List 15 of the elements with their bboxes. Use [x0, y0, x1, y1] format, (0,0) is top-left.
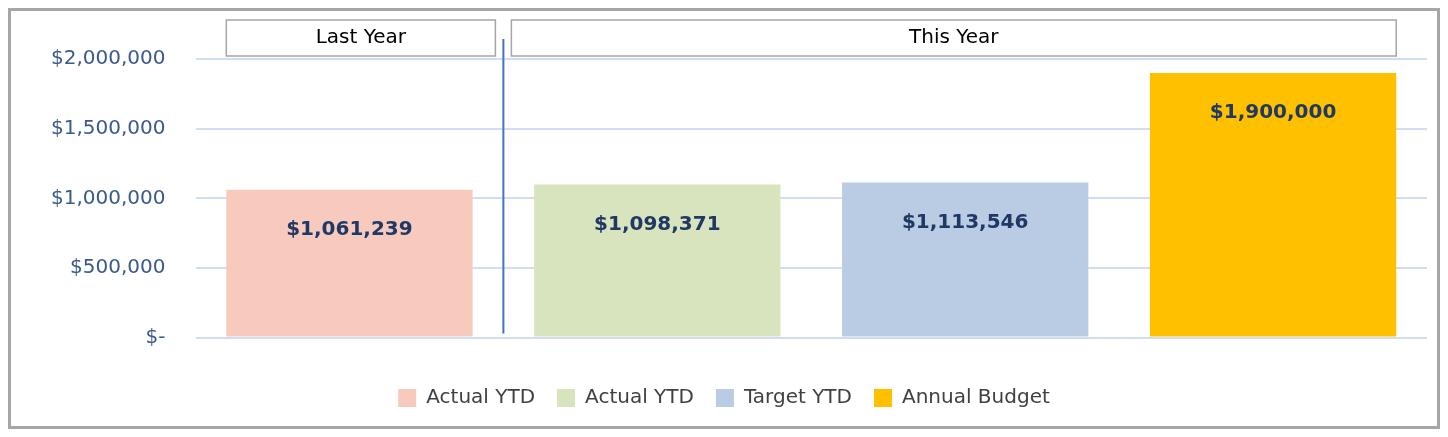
text: This Year — [908, 24, 1000, 49]
y-tick-label: $- — [145, 323, 166, 348]
legend-label: Annual Budget — [901, 384, 1050, 409]
data-label: $1,900,000 — [1209, 99, 1337, 124]
data-label: $1,061,239 — [286, 215, 413, 240]
y-tick-label: $500,000 — [70, 254, 166, 279]
y-tick-label: $1,000,000 — [51, 184, 166, 209]
y-tick-label: $1,500,000 — [51, 114, 166, 139]
legend-label: Target YTD — [742, 384, 852, 409]
legend-label: Actual YTD — [585, 384, 694, 409]
legend-label: Actual YTD — [426, 384, 536, 409]
y-tick-label: $2,000,000 — [51, 45, 166, 70]
data-label: $1,098,371 — [594, 210, 721, 235]
text: Last Year — [315, 24, 407, 49]
data-label: $1,113,546 — [901, 208, 1029, 233]
